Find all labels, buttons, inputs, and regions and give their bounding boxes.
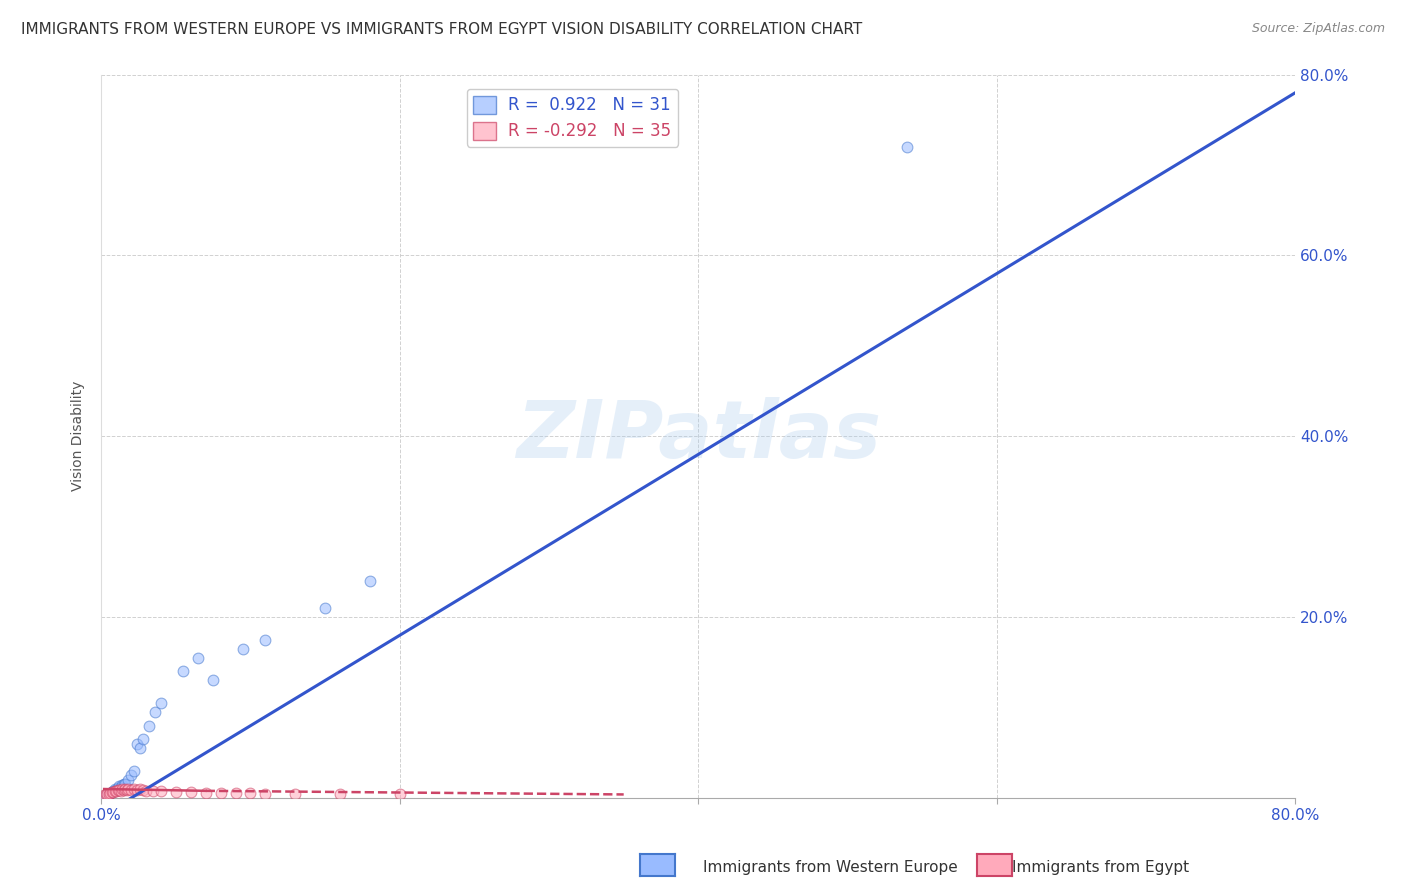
- Point: [100, 785, 122, 799]
- Point: [388, 788, 411, 802]
- Point: [165, 785, 187, 799]
- Text: IMMIGRANTS FROM WESTERN EUROPE VS IMMIGRANTS FROM EGYPT VISION DISABILITY CORREL: IMMIGRANTS FROM WESTERN EUROPE VS IMMIGR…: [21, 22, 862, 37]
- Point: [232, 641, 254, 656]
- Point: [202, 673, 225, 688]
- Text: ZIPatlas: ZIPatlas: [516, 397, 880, 475]
- Point: [105, 783, 128, 797]
- Point: [110, 780, 132, 795]
- Point: [138, 719, 160, 733]
- Point: [115, 783, 138, 797]
- Point: [172, 665, 194, 679]
- Point: [120, 783, 142, 797]
- Point: [104, 782, 127, 797]
- Point: [112, 783, 135, 797]
- Point: [122, 782, 145, 797]
- Point: [896, 140, 918, 154]
- Point: [105, 784, 128, 798]
- Point: [225, 786, 247, 800]
- Point: [129, 741, 152, 756]
- Point: [132, 732, 155, 747]
- Point: [111, 778, 134, 792]
- Point: [96, 788, 118, 802]
- Point: [98, 786, 121, 800]
- Point: [187, 651, 209, 665]
- Point: [149, 696, 172, 710]
- Point: [114, 777, 136, 791]
- Point: [96, 787, 118, 801]
- Point: [108, 780, 131, 794]
- Point: [114, 782, 136, 797]
- Point: [359, 574, 381, 588]
- Point: [129, 782, 152, 797]
- Text: Source: ZipAtlas.com: Source: ZipAtlas.com: [1251, 22, 1385, 36]
- Point: [209, 786, 232, 800]
- Text: Immigrants from Egypt: Immigrants from Egypt: [1012, 860, 1189, 874]
- Point: [143, 705, 166, 719]
- Point: [107, 781, 129, 796]
- Point: [120, 768, 142, 782]
- Point: [180, 785, 202, 799]
- Point: [100, 785, 122, 799]
- Point: [149, 784, 172, 798]
- Point: [125, 737, 148, 751]
- Point: [132, 783, 155, 797]
- Point: [254, 632, 277, 647]
- Point: [101, 785, 124, 799]
- Point: [104, 784, 127, 798]
- Point: [142, 784, 165, 798]
- Text: Immigrants from Western Europe: Immigrants from Western Europe: [703, 860, 957, 874]
- Point: [97, 787, 120, 801]
- Point: [284, 787, 307, 801]
- Point: [194, 786, 217, 800]
- Point: [117, 772, 139, 787]
- Point: [93, 789, 115, 803]
- Point: [111, 782, 134, 797]
- Point: [329, 787, 352, 801]
- Point: [97, 787, 120, 801]
- Point: [314, 601, 336, 615]
- Point: [101, 784, 124, 798]
- Point: [117, 782, 139, 797]
- Point: [254, 787, 277, 801]
- Point: [239, 786, 262, 800]
- Legend: R =  0.922   N = 31, R = -0.292   N = 35: R = 0.922 N = 31, R = -0.292 N = 35: [467, 89, 678, 146]
- Point: [108, 783, 131, 797]
- Point: [110, 784, 132, 798]
- Point: [112, 776, 135, 790]
- Y-axis label: Vision Disability: Vision Disability: [72, 381, 86, 491]
- Point: [94, 788, 117, 802]
- Point: [135, 784, 157, 798]
- Point: [122, 764, 145, 778]
- Point: [125, 783, 148, 797]
- Point: [94, 789, 117, 803]
- Point: [98, 786, 121, 800]
- Point: [107, 783, 129, 797]
